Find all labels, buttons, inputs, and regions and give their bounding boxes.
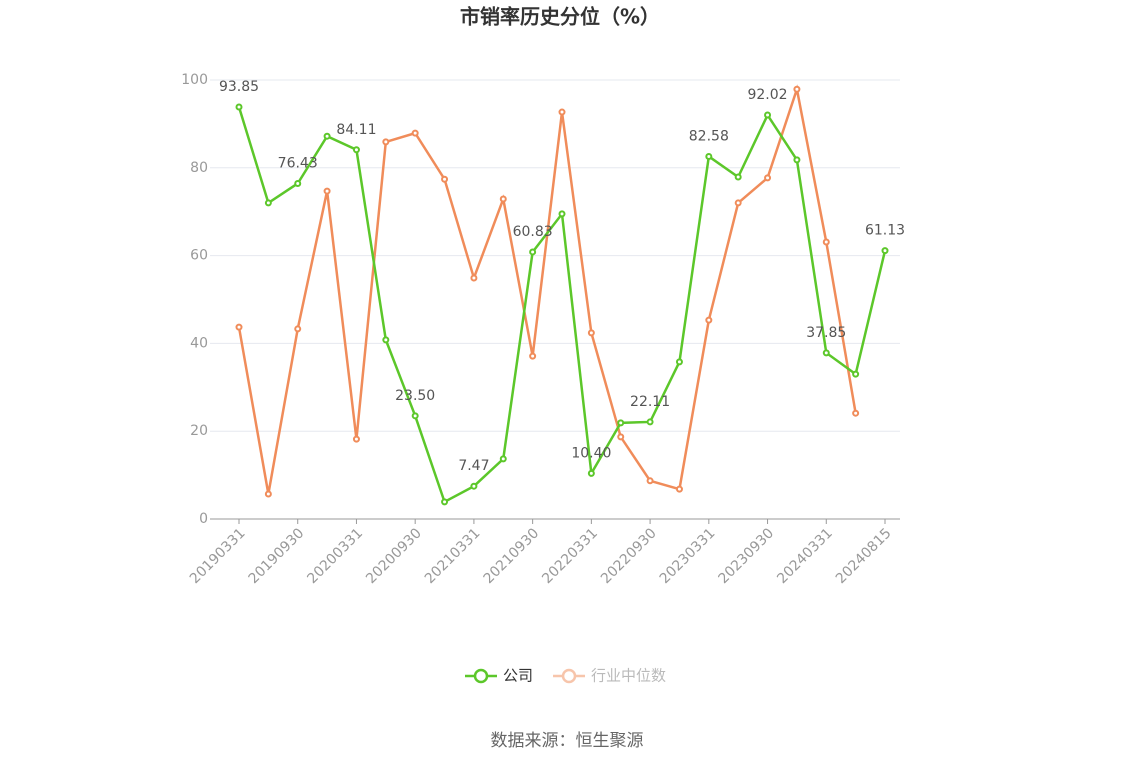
series-line bbox=[237, 106, 887, 504]
data-point bbox=[235, 103, 243, 111]
data-point bbox=[323, 187, 331, 195]
x-tick-label: 20220930 bbox=[598, 525, 660, 587]
data-label: 23.50 bbox=[395, 388, 435, 404]
data-point bbox=[617, 433, 625, 441]
series-line bbox=[237, 84, 857, 495]
data-point bbox=[294, 325, 302, 333]
data-label: 76.43 bbox=[278, 155, 318, 171]
data-point bbox=[264, 199, 272, 207]
data-point bbox=[529, 352, 537, 360]
legend-item: 公司 bbox=[465, 667, 533, 685]
data-point bbox=[382, 138, 390, 146]
data-point bbox=[558, 108, 566, 116]
x-tick-label: 20210331 bbox=[422, 525, 484, 587]
data-label: 84.11 bbox=[336, 122, 376, 138]
y-tick-label: 0 bbox=[199, 511, 208, 527]
y-tick-label: 100 bbox=[181, 72, 208, 88]
data-point bbox=[323, 132, 331, 140]
data-point bbox=[822, 238, 830, 246]
data-point bbox=[646, 477, 654, 485]
data-point bbox=[411, 412, 419, 420]
legend-marker bbox=[473, 668, 489, 684]
data-label: 7.47 bbox=[458, 458, 489, 474]
y-tick-label: 80 bbox=[190, 160, 208, 176]
x-tick-label: 20190331 bbox=[187, 525, 249, 587]
x-tick-label: 20230930 bbox=[715, 525, 777, 587]
data-label: 93.85 bbox=[219, 79, 259, 95]
data-point bbox=[617, 419, 625, 427]
data-point bbox=[705, 316, 713, 324]
x-tick-label: 20220331 bbox=[539, 525, 601, 587]
data-point bbox=[587, 469, 595, 477]
data-point bbox=[499, 195, 507, 203]
data-label: 82.58 bbox=[689, 128, 729, 144]
x-tick-label: 20210930 bbox=[481, 525, 543, 587]
data-point bbox=[470, 274, 478, 282]
data-point bbox=[793, 156, 801, 164]
data-point bbox=[441, 498, 449, 506]
data-point bbox=[558, 210, 566, 218]
data-point bbox=[235, 323, 243, 331]
data-point bbox=[793, 85, 801, 93]
y-tick-label: 20 bbox=[190, 423, 208, 439]
legend-item: 行业中位数 bbox=[553, 667, 666, 685]
data-label: 22.11 bbox=[630, 394, 670, 410]
x-tick-label: 20200930 bbox=[363, 525, 425, 587]
chart-title: 市销率历史分位（%） bbox=[460, 5, 660, 29]
data-point bbox=[264, 490, 272, 498]
data-label: 10.40 bbox=[571, 445, 611, 461]
data-point bbox=[705, 152, 713, 160]
data-point bbox=[646, 418, 654, 426]
data-point bbox=[675, 485, 683, 493]
legend-marker bbox=[561, 668, 577, 684]
data-point bbox=[441, 175, 449, 183]
data-point bbox=[734, 199, 742, 207]
data-point bbox=[294, 179, 302, 187]
data-point bbox=[734, 173, 742, 181]
data-point bbox=[675, 358, 683, 366]
x-tick-label: 20240331 bbox=[774, 525, 836, 587]
y-tick-label: 40 bbox=[190, 335, 208, 351]
data-point bbox=[852, 370, 860, 378]
data-point bbox=[470, 482, 478, 490]
data-label: 92.02 bbox=[747, 87, 787, 103]
data-point bbox=[822, 349, 830, 357]
data-point bbox=[411, 129, 419, 137]
data-point bbox=[382, 336, 390, 344]
data-point bbox=[764, 111, 772, 119]
x-tick-label: 20240815 bbox=[833, 525, 895, 587]
data-point bbox=[529, 248, 537, 256]
data-label: 60.83 bbox=[513, 224, 553, 240]
data-point bbox=[352, 146, 360, 154]
data-label: 61.13 bbox=[865, 223, 905, 239]
data-label: 37.85 bbox=[806, 325, 846, 341]
x-tick-label: 20230331 bbox=[657, 525, 719, 587]
x-tick-label: 20190930 bbox=[246, 525, 308, 587]
y-tick-label: 60 bbox=[190, 248, 208, 264]
data-point bbox=[764, 174, 772, 182]
data-point bbox=[852, 409, 860, 417]
data-point bbox=[881, 247, 889, 255]
x-tick-label: 20200331 bbox=[304, 525, 366, 587]
data-point bbox=[587, 329, 595, 337]
source-note: 数据来源：恒生聚源 bbox=[491, 731, 644, 751]
data-point bbox=[499, 455, 507, 463]
legend-label: 公司 bbox=[503, 667, 533, 685]
data-point bbox=[352, 435, 360, 443]
legend-label: 行业中位数 bbox=[591, 667, 666, 685]
